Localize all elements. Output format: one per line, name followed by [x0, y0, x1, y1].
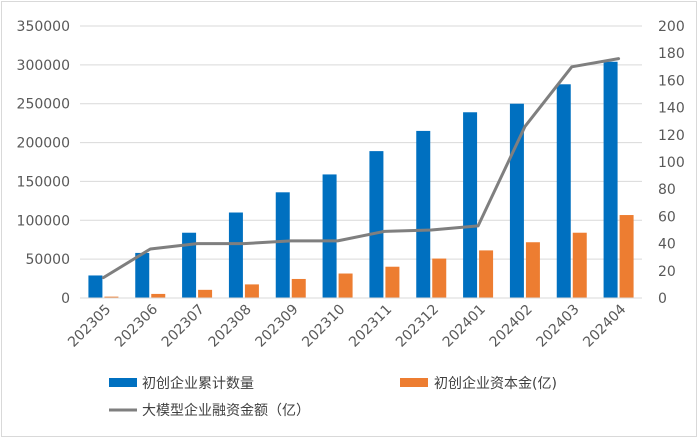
- bar-capital: [572, 232, 587, 298]
- x-tick-label: 202404: [580, 301, 629, 350]
- left-tick-label: 200000: [17, 136, 70, 152]
- legend-label-capital: 初创企业资本金(亿): [434, 375, 557, 392]
- x-tick-label: 202311: [346, 302, 395, 351]
- legend-label-financing: 大模型企业融资金额（亿）: [142, 402, 310, 419]
- bar-count: [135, 252, 150, 298]
- legend-label-count: 初创企业累计数量: [142, 375, 254, 392]
- left-tick-label: 0: [61, 291, 70, 307]
- right-tick-label: 120: [658, 128, 685, 144]
- bar-count: [603, 61, 618, 299]
- x-tick-label: 202305: [65, 302, 114, 351]
- bar-capital: [338, 273, 353, 298]
- legend-item-capital: 初创企业资本金(亿): [400, 375, 557, 392]
- left-tick-label: 250000: [17, 97, 70, 113]
- bar-capital: [385, 266, 400, 298]
- line-financing: [101, 57, 621, 280]
- bar-capital: [432, 258, 447, 298]
- left-tick-label: 150000: [17, 174, 70, 190]
- bar-capital: [244, 284, 259, 298]
- x-tick-label: 202306: [112, 301, 161, 350]
- bar-capital: [619, 215, 634, 298]
- bar-count: [556, 84, 571, 299]
- x-axis: 2023052023062023072023082023092023102023…: [65, 301, 629, 350]
- x-tick-label: 202403: [533, 302, 582, 351]
- bar-count: [88, 275, 103, 298]
- bar-count: [463, 112, 478, 299]
- bar-capital: [151, 293, 166, 298]
- bar-capital: [198, 289, 213, 298]
- right-tick-label: 100: [658, 155, 685, 171]
- right-tick-label: 40: [658, 237, 676, 253]
- right-tick-label: 80: [658, 182, 676, 198]
- bar-series: [88, 61, 634, 299]
- bar-capital: [291, 278, 306, 298]
- left-tick-label: 50000: [25, 252, 70, 268]
- bar-count: [275, 192, 290, 298]
- bar-count: [322, 174, 337, 298]
- line-series: [101, 57, 621, 280]
- x-tick-label: 202310: [299, 302, 348, 351]
- legend-item-financing: 大模型企业融资金额（亿）: [109, 402, 310, 419]
- x-tick-label: 202402: [487, 302, 536, 351]
- gridlines: [80, 25, 642, 260]
- left-tick-label: 300000: [17, 58, 70, 74]
- right-tick-label: 200: [658, 19, 685, 35]
- right-tick-label: 0: [658, 291, 667, 307]
- bar-capital: [104, 296, 119, 298]
- bar-capital: [525, 242, 540, 298]
- right-tick-label: 140: [658, 101, 685, 117]
- x-tick-label: 202312: [393, 302, 442, 351]
- legend: 初创企业累计数量 初创企业资本金(亿) 大模型企业融资金额（亿）: [109, 375, 557, 419]
- bar-count: [369, 151, 384, 298]
- bar-count: [416, 130, 431, 298]
- x-tick-label: 202307: [159, 302, 208, 351]
- left-axis: 0 50000 100000 150000 200000 250000 300000 3500…: [17, 19, 70, 307]
- legend-item-count: 初创企业累计数量: [109, 375, 254, 392]
- legend-swatch-capital: [400, 378, 428, 387]
- right-tick-label: 60: [658, 209, 676, 225]
- bar-count: [228, 212, 243, 298]
- legend-swatch-count: [109, 378, 137, 387]
- right-axis: 0 20 40 60 80 100 120 140 160 180 200: [658, 19, 685, 307]
- left-tick-label: 350000: [17, 19, 70, 35]
- x-tick-label: 202401: [440, 302, 489, 351]
- right-tick-label: 20: [658, 264, 676, 280]
- right-tick-label: 180: [658, 46, 685, 62]
- x-tick-label: 202309: [252, 302, 301, 351]
- bar-count: [182, 232, 197, 298]
- bar-capital: [479, 250, 494, 298]
- right-tick-label: 160: [658, 73, 685, 89]
- x-tick-label: 202308: [206, 302, 255, 351]
- left-tick-label: 100000: [17, 213, 70, 229]
